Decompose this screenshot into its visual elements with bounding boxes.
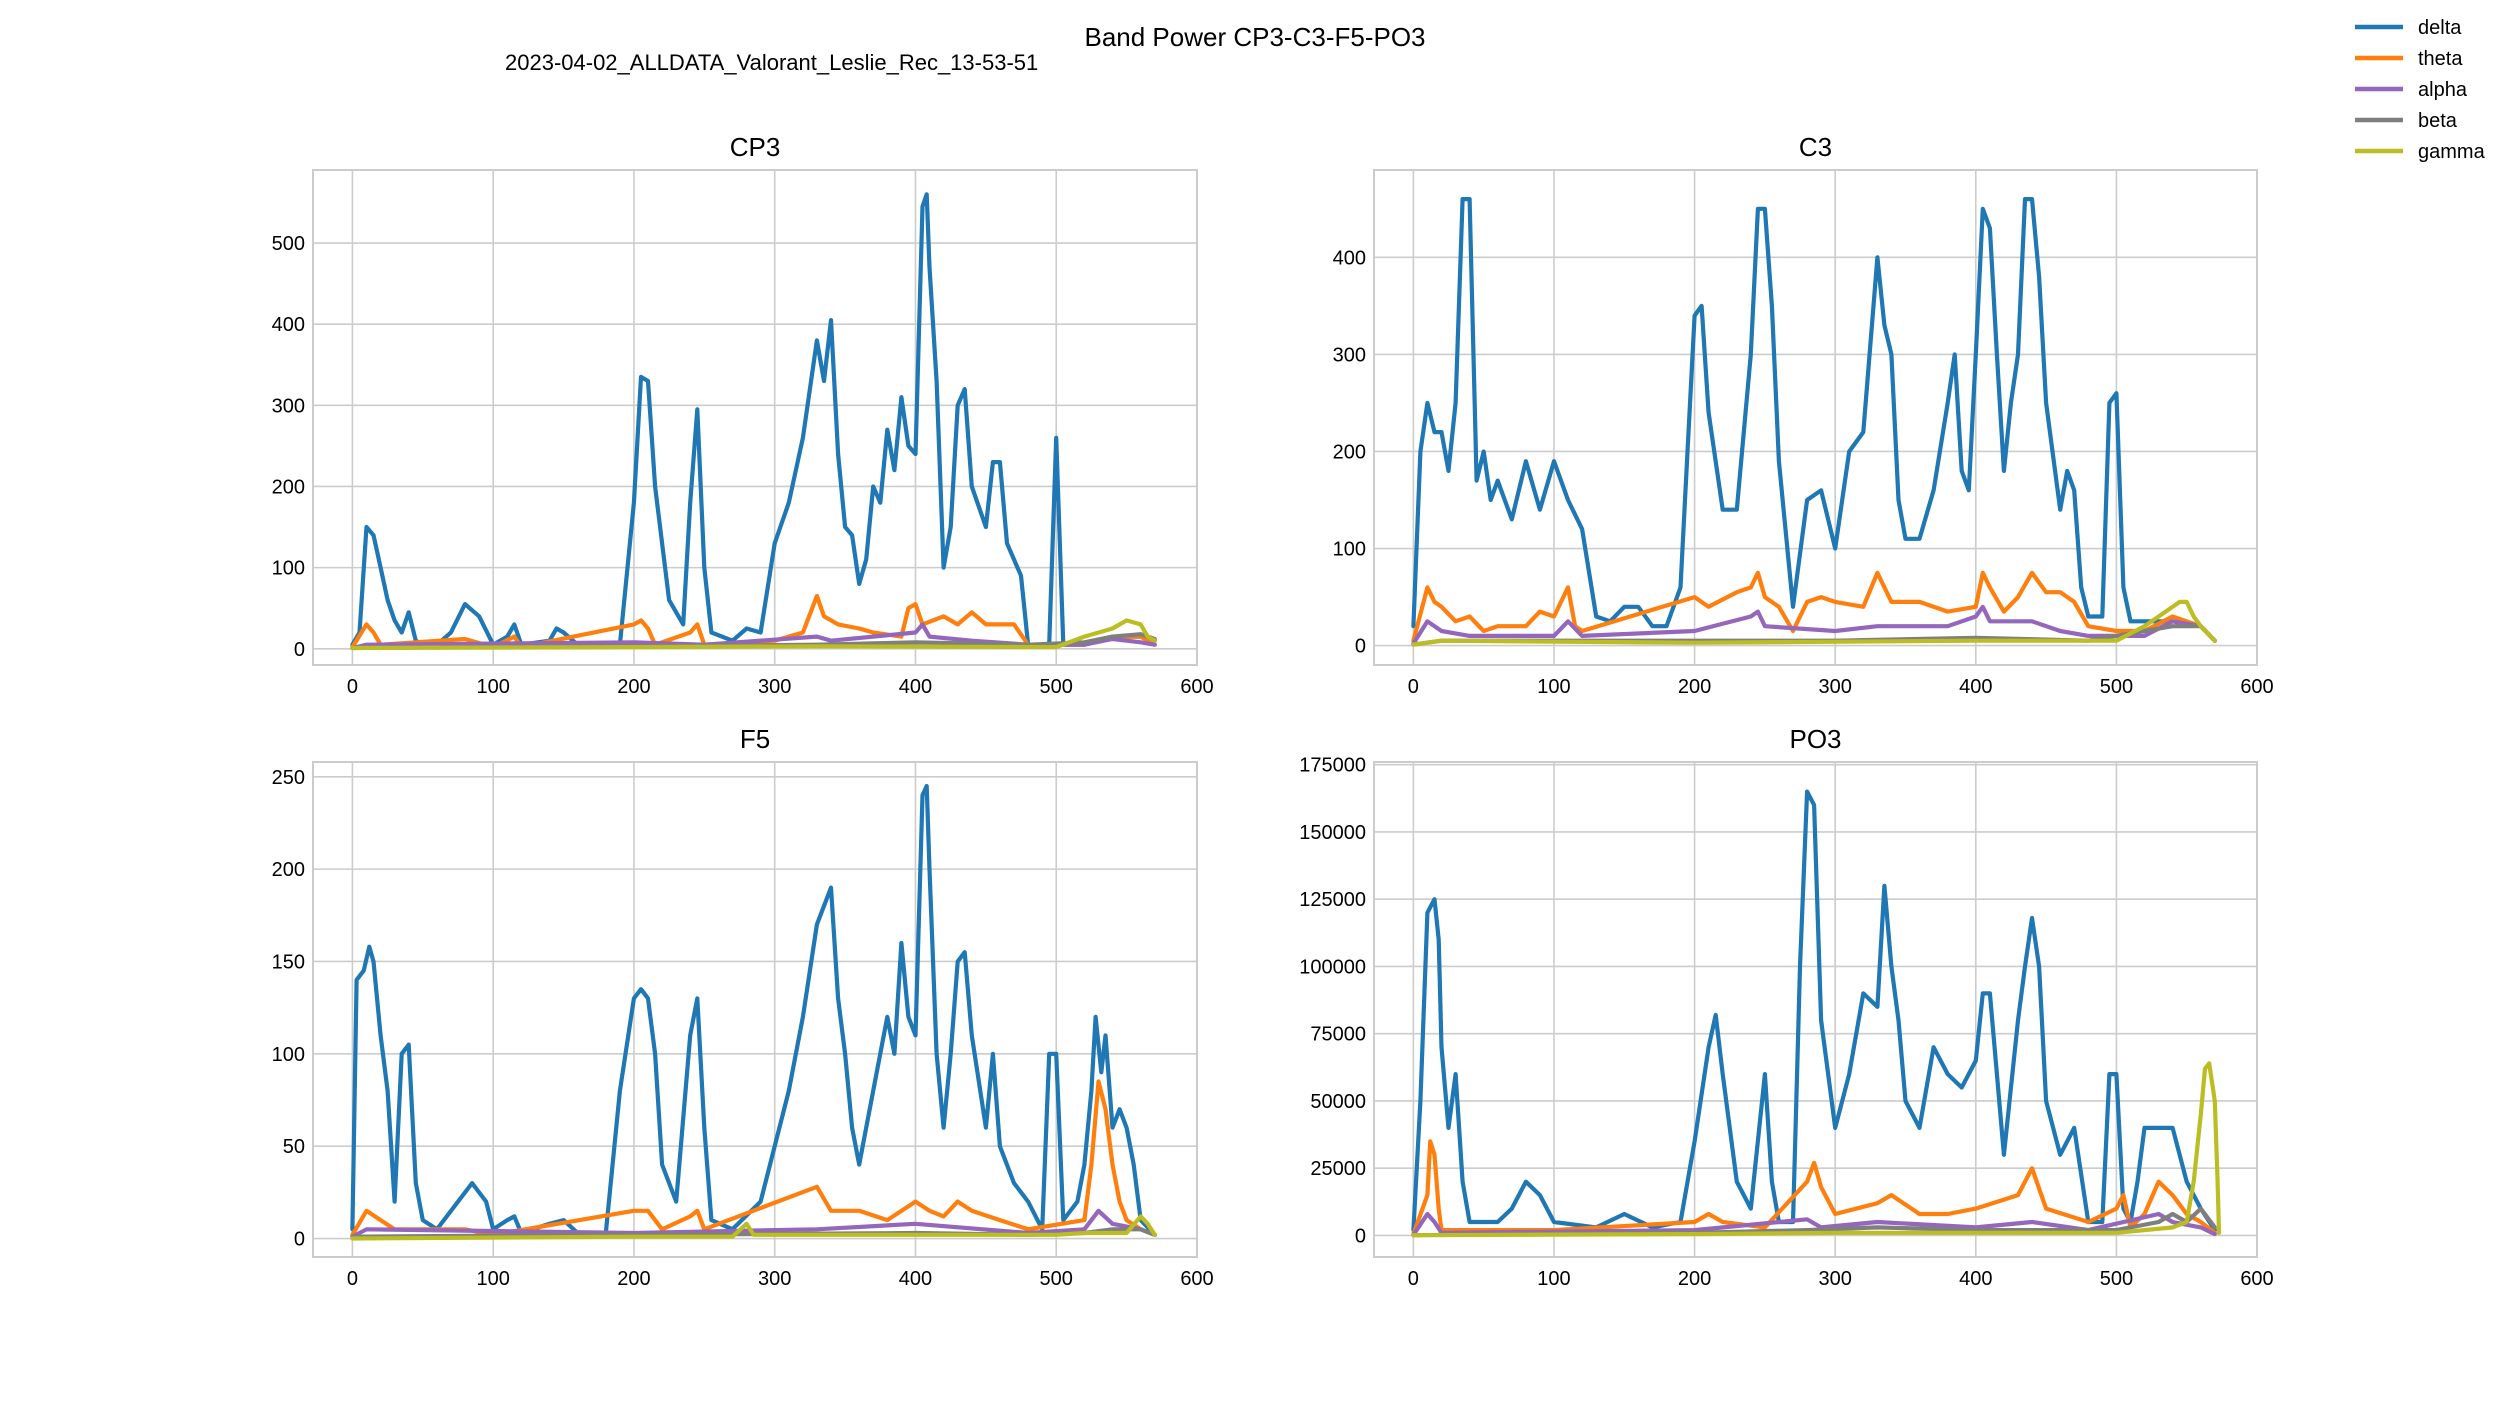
x-tick-label: 500 [1040,1268,1073,1290]
legend: delta theta alpha beta gamma [2355,17,2486,163]
y-tick-label: 150 [272,951,305,973]
plot-area [313,762,1197,1257]
series-line-delta [1411,197,2217,643]
series-line-gamma [1411,1061,2222,1238]
x-tick-label: 600 [1180,676,1213,698]
subplot-c3: 0 100 200 300 400 500 600 0 100 200 300 400 C3 [1333,132,2274,698]
series-line-gamma [1411,599,2217,647]
x-tick-label: 400 [1959,676,1992,698]
y-tick-label: 500 [272,233,305,255]
y-tick-label: 175000 [1299,755,1366,777]
x-tick-label: 100 [476,676,509,698]
subplot-f5: 0 100 200 300 400 500 600 0 50 100 150 200 250 F5 [272,724,1214,1290]
y-tick-label: 100 [1333,539,1366,561]
subplot-cp3: 0 100 200 300 400 500 600 0 100 200 300 400 500 CP3 [272,132,1214,698]
x-tick-label: 100 [1537,1268,1570,1290]
y-tick-label: 300 [272,395,305,417]
subplot-title: C3 [1799,132,1832,162]
x-tick-label: 200 [1678,1268,1711,1290]
y-tick-label: 0 [294,639,305,661]
series-line-delta [350,192,1157,647]
x-tick-label: 200 [617,1268,650,1290]
series-line-alpha [1411,1211,2217,1237]
y-tick-label: 200 [272,476,305,498]
x-tick-label: 300 [1818,1268,1851,1290]
x-tick-label: 300 [758,1268,791,1290]
series-line-gamma [350,1214,1157,1241]
x-tick-label: 0 [1408,1268,1419,1290]
series-line-beta [1411,1206,2217,1238]
x-tick-label: 0 [347,1268,358,1290]
x-tick-label: 500 [1040,676,1073,698]
series-line-theta [350,593,1157,650]
y-tick-label: 400 [272,314,305,336]
series-line-theta [1411,570,2217,643]
y-tick-label: 250 [272,767,305,789]
y-tick-label: 125000 [1299,889,1366,911]
y-tick-label: 50000 [1310,1091,1366,1113]
figure-subtitle: 2023-04-02_ALLDATA_Valorant_Leslie_Rec_1… [505,50,1038,75]
legend-label-gamma: gamma [2418,141,2486,163]
y-tick-label: 100000 [1299,956,1366,978]
legend-label-alpha: alpha [2418,79,2468,101]
x-tick-label: 300 [758,676,791,698]
subplot-po3: 0 100 200 300 400 500 600 0 25000 50000 75000 10000… [1299,724,2273,1290]
y-tick-label: 50 [283,1136,305,1158]
y-tick-label: 0 [1355,636,1366,658]
plot-area [313,170,1197,665]
x-tick-label: 0 [347,676,358,698]
y-tick-label: 75000 [1310,1024,1366,1046]
x-tick-label: 200 [617,676,650,698]
plot-frame [312,761,1198,1258]
x-tick-label: 500 [2100,1268,2133,1290]
series-line-gamma [350,618,1157,651]
x-tick-label: 200 [1678,676,1711,698]
x-tick-label: 500 [2100,676,2133,698]
y-tick-label: 25000 [1310,1158,1366,1180]
y-tick-label: 300 [1333,344,1366,366]
y-tick-label: 100 [272,558,305,580]
x-tick-label: 100 [1537,676,1570,698]
series-line-delta [350,783,1157,1237]
legend-label-beta: beta [2418,110,2458,132]
plot-frame [1373,761,2258,1258]
figure-title: Band Power CP3-C3-F5-PO3 [1084,22,1425,52]
series-line-alpha [1411,604,2217,646]
x-tick-label: 100 [476,1268,509,1290]
x-tick-label: 400 [1959,1268,1992,1290]
x-tick-label: 600 [1180,1268,1213,1290]
x-tick-label: 400 [899,676,932,698]
x-tick-label: 0 [1408,676,1419,698]
x-tick-label: 400 [899,1268,932,1290]
y-tick-label: 0 [1355,1225,1366,1247]
y-tick-label: 200 [1333,441,1366,463]
series-line-alpha [350,622,1157,651]
y-tick-label: 100 [272,1044,305,1066]
y-tick-label: 150000 [1299,822,1366,844]
series-line-delta [1411,789,2217,1233]
x-tick-label: 600 [2240,1268,2273,1290]
y-tick-label: 200 [272,859,305,881]
legend-label-theta: theta [2418,48,2463,70]
x-tick-label: 600 [2240,676,2273,698]
subplot-title: PO3 [1789,724,1841,754]
plot-frame [1373,169,2258,666]
legend-label-delta: delta [2418,17,2462,39]
y-tick-label: 0 [294,1229,305,1251]
subplot-title: CP3 [730,132,781,162]
x-tick-label: 300 [1818,676,1851,698]
plot-frame [312,169,1198,666]
y-tick-label: 400 [1333,247,1366,269]
subplot-title: F5 [740,724,770,754]
